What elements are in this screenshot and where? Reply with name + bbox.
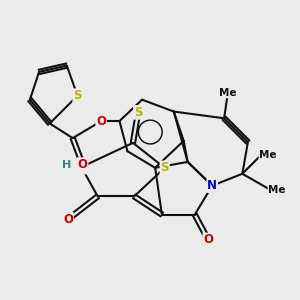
Text: O: O: [96, 115, 106, 128]
Text: O: O: [63, 213, 73, 226]
Text: H: H: [62, 160, 71, 170]
Text: N: N: [207, 179, 217, 192]
Text: S: S: [160, 161, 169, 174]
Text: O: O: [203, 233, 213, 247]
Text: S: S: [73, 89, 82, 102]
Text: Me: Me: [268, 184, 286, 195]
Text: Me: Me: [219, 88, 237, 98]
Text: N: N: [76, 160, 86, 173]
Text: O: O: [78, 158, 88, 171]
Text: Me: Me: [259, 150, 277, 160]
Text: S: S: [134, 106, 142, 119]
